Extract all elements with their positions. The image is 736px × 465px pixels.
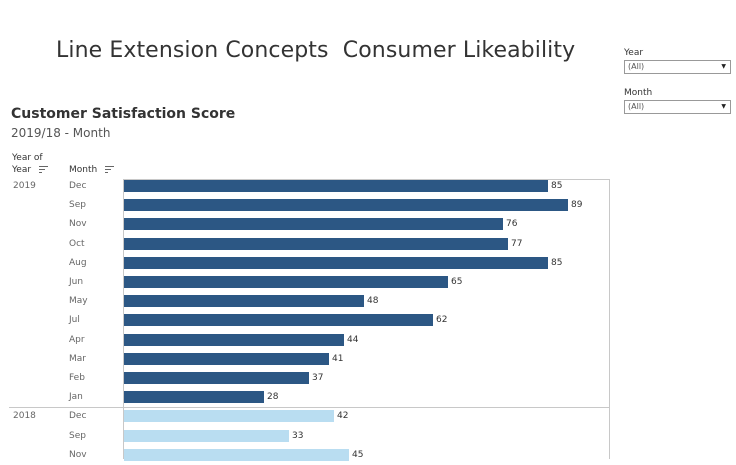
month-label: Jan [69,392,83,403]
bar[interactable] [124,237,508,250]
year-group-separator [9,407,609,408]
table-row: Nov 76 [0,215,736,234]
bar[interactable] [124,276,448,288]
bar[interactable] [124,448,349,461]
month-label: Feb [69,373,85,383]
bar[interactable] [124,429,289,442]
month-label: Aug [69,257,87,268]
chart-axis-line [123,179,124,459]
month-filter-value: (All) [628,102,645,111]
month-label: Dec [69,181,87,191]
table-row: Feb 37 [0,369,736,388]
bar-value-label: 44 [347,334,359,345]
bar[interactable] [124,352,329,365]
bar-value-label: 41 [332,353,344,364]
month-column-header[interactable]: Month [69,164,115,176]
table-row: Jan 28 [0,388,736,407]
bar-value-label: 77 [511,238,523,249]
bar-value-label: 33 [292,430,304,441]
worksheet-title: Customer Satisfaction Score [11,106,236,122]
bar[interactable] [124,314,433,327]
year-filter-dropdown[interactable]: (All) ▼ [624,60,731,74]
bar[interactable] [124,218,503,231]
year-filter[interactable]: Year (All) ▼ [624,48,731,74]
year-filter-label: Year [624,48,644,58]
chart-frame-top [123,179,609,180]
month-label: Jul [69,315,80,326]
month-label: Jun [69,277,84,287]
bar-value-label: 89 [571,200,583,211]
bar-value-label: 28 [267,392,279,403]
month-header-label: Month [69,165,98,175]
table-row: Nov 45 [0,446,736,465]
month-label: Mar [69,353,86,364]
sort-icon[interactable] [105,166,115,173]
year-header-line1: Year of [12,153,43,163]
bar[interactable] [124,372,309,384]
bar[interactable] [124,199,568,212]
dashboard-title: Line Extension Concepts Consumer Likeabi… [56,38,576,63]
bar-value-label: 48 [367,296,379,307]
bar-value-label: 65 [451,277,463,287]
bar[interactable] [124,391,264,404]
bar-value-label: 76 [506,219,518,230]
sort-icon[interactable] [38,166,48,173]
year-header-line2: Year [12,165,32,175]
year-filter-value: (All) [628,62,645,71]
table-row: Oct 77 [0,235,736,254]
month-label: Nov [69,219,87,230]
month-label: Sep [69,430,86,441]
month-filter[interactable]: Month (All) ▼ [624,88,731,114]
month-filter-dropdown[interactable]: (All) ▼ [624,100,731,114]
bar-value-label: 45 [352,449,364,460]
month-label: Apr [69,334,85,345]
bar[interactable] [124,333,344,346]
month-label: Sep [69,200,86,211]
table-row: May 48 [0,292,736,311]
table-row: 2019 Dec 85 [0,177,736,196]
bar[interactable] [124,295,364,308]
bar-value-label: 85 [551,257,563,268]
table-row: Aug 85 [0,254,736,273]
table-row: Sep 89 [0,196,736,215]
year-column-header[interactable]: Year of Year [12,152,48,176]
bar-value-label: 62 [436,315,448,326]
table-row: Jun 65 [0,273,736,292]
table-row: 2018 Dec 42 [0,407,736,426]
month-label: Oct [69,238,85,249]
month-label: May [69,296,88,307]
bar-value-label: 42 [337,411,349,422]
bar[interactable] [124,410,334,423]
month-label: Dec [69,411,87,422]
table-row: Apr 44 [0,331,736,350]
worksheet-subtitle: 2019/18 - Month [11,126,111,140]
bar-value-label: 37 [312,373,324,383]
chevron-down-icon: ▼ [721,63,726,70]
month-filter-label: Month [624,88,653,98]
year-label: 2019 [13,181,36,191]
table-row: Sep 33 [0,427,736,446]
bar[interactable] [124,180,548,192]
year-label: 2018 [13,411,36,422]
chevron-down-icon: ▼ [721,103,726,110]
table-row: Jul 62 [0,311,736,330]
month-label: Nov [69,449,87,460]
table-row: Mar 41 [0,350,736,369]
chart-frame-right [609,179,610,459]
bar[interactable] [124,256,548,269]
bar-value-label: 85 [551,181,563,191]
